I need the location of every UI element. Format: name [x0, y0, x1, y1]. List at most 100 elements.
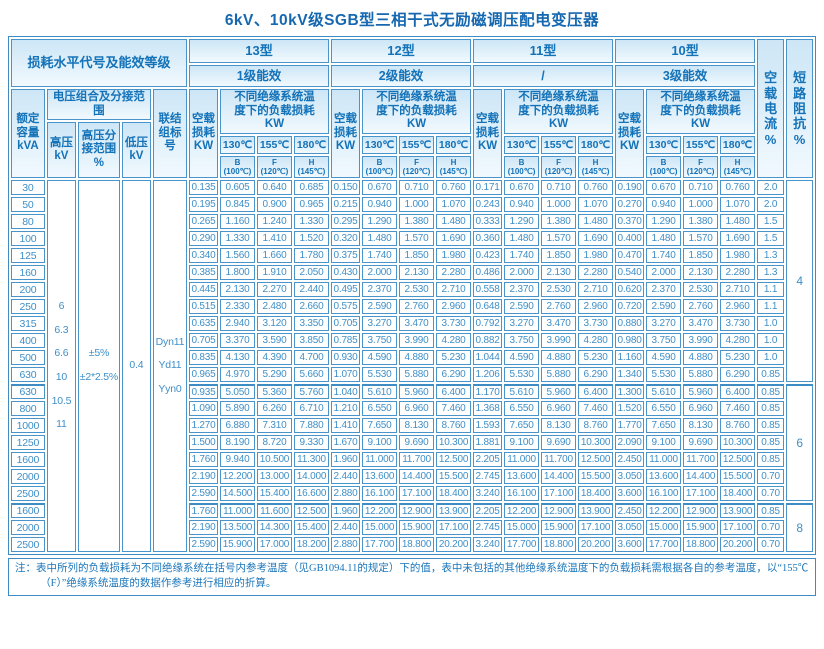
load-loss-155-cell: 0.710 [683, 180, 719, 196]
load-loss-155-cell: 5.290 [256, 367, 292, 383]
load-loss-155-cell: 1.570 [541, 231, 577, 247]
no-load-loss-cell: 1.960 [331, 452, 361, 468]
no-load-loss-cell: 2.205 [473, 503, 503, 519]
load-loss-155-cell: 0.640 [256, 180, 292, 196]
no-load-loss-cell: 0.705 [188, 333, 218, 349]
footnote-box: 注：表中所列的负载损耗为不同绝缘系统在括号内参考温度（见GB1094.11的规定… [8, 558, 816, 596]
load-loss-130-cell: 2.330 [219, 299, 255, 315]
load-loss-130-cell: 2.130 [219, 282, 255, 298]
load-loss-155-cell: 9.690 [683, 435, 719, 451]
table-row: 1600 1.760 9.940 10.500 11.300 1.960 11.000 11.… [10, 452, 813, 468]
load-loss-180-cell: 7.460 [436, 401, 472, 417]
no-load-loss-cell: 0.290 [188, 231, 218, 247]
load-loss-180-cell: 5.230 [578, 350, 614, 366]
load-loss-155-cell: 0.710 [541, 180, 577, 196]
table-row: 50 0.195 0.845 0.900 0.965 0.215 0.940 1.000 1.0… [10, 197, 813, 213]
no-load-loss-cell: 0.882 [473, 333, 503, 349]
load-loss-130-cell: 5.530 [504, 367, 540, 383]
load-loss-130-cell: 3.750 [504, 333, 540, 349]
no-load-loss-cell: 3.050 [615, 469, 645, 485]
load-loss-180-cell: 3.350 [293, 316, 330, 332]
no-load-loss-cell: 0.360 [473, 231, 503, 247]
hv-tap-cell: ±5% ±2*2.5% [77, 180, 120, 553]
load-loss-180-cell: 2.960 [720, 299, 756, 315]
load-loss-130-cell: 1.290 [504, 214, 540, 230]
load-loss-180-cell: 2.280 [578, 265, 614, 281]
no-load-loss-cell: 3.600 [615, 486, 645, 502]
load-loss-130-cell: 9.940 [219, 452, 255, 468]
load-loss-155-cell: 2.530 [399, 282, 435, 298]
load-loss-180-cell: 13.900 [436, 503, 472, 519]
load-loss-155-cell: 5.880 [541, 367, 577, 383]
load-loss-130-cell: 2.370 [362, 282, 398, 298]
no-load-loss-cell: 1.170 [473, 384, 503, 400]
no-load-loss-cell: 1.500 [188, 435, 218, 451]
load-loss-155-cell: 17.100 [399, 486, 435, 502]
load-loss-155-cell: 17.100 [683, 486, 719, 502]
no-load-loss-cell: 1.368 [473, 401, 503, 417]
load-loss-130-cell: 0.670 [646, 180, 682, 196]
no-load-loss-cell: 0.320 [331, 231, 361, 247]
rated-capacity-header: 额定 容量 kVA [10, 89, 45, 179]
load-loss-180-cell: 1.330 [293, 214, 330, 230]
efficiency-10-header: 3级能效 [615, 65, 756, 87]
load-loss-130-cell: 5.610 [362, 384, 398, 400]
short-circuit-impedance-header: 短路 阻抗 % [786, 39, 814, 179]
load-loss-130-cell: 0.940 [362, 197, 398, 213]
no-load-loss-cell: 0.295 [331, 214, 361, 230]
no-load-current-cell: 0.85 [757, 452, 785, 468]
load-loss-180-cell: 0.760 [578, 180, 614, 196]
no-load-loss-cell: 0.495 [331, 282, 361, 298]
temp-class-header: B (100℃) [219, 155, 255, 179]
no-load-current-cell: 0.85 [757, 503, 785, 519]
load-loss-130-cell: 3.270 [646, 316, 682, 332]
load-loss-130-cell: 11.000 [504, 452, 540, 468]
load-loss-180-cell: 10.300 [720, 435, 756, 451]
load-loss-155-cell: 2.530 [541, 282, 577, 298]
load-loss-180-cell: 15.500 [720, 469, 756, 485]
no-load-loss-cell: 0.486 [473, 265, 503, 281]
load-loss-155-cell: 14.300 [256, 520, 292, 536]
load-loss-130-cell: 4.590 [504, 350, 540, 366]
load-loss-header: 不同绝缘系统温 度下的负载损耗 KW [219, 89, 330, 134]
load-loss-155-cell: 1.850 [683, 248, 719, 264]
load-loss-180-cell: 7.460 [720, 401, 756, 417]
load-loss-180-cell: 6.400 [720, 384, 756, 400]
load-loss-130-cell: 14.500 [219, 486, 255, 502]
no-load-loss-cell: 0.423 [473, 248, 503, 264]
load-loss-155-cell: 2.760 [541, 299, 577, 315]
table-row: 1600 1.760 11.000 11.600 12.500 1.960 12.200 12… [10, 503, 814, 553]
load-loss-180-cell: 3.730 [436, 316, 472, 332]
temp-class-header: F (120℃) [399, 155, 435, 179]
no-load-loss-header: 空载 损耗 KW [188, 89, 218, 179]
load-loss-180-cell: 2.710 [436, 282, 472, 298]
no-load-loss-cell: 0.880 [615, 316, 645, 332]
temp-class-header: H (145℃) [436, 155, 472, 179]
no-load-loss-cell: 0.648 [473, 299, 503, 315]
no-load-loss-cell: 2.450 [615, 452, 645, 468]
no-load-loss-cell: 1.210 [331, 401, 361, 417]
load-loss-130-cell: 1.480 [646, 231, 682, 247]
no-load-loss-cell: 0.150 [331, 180, 361, 196]
load-loss-130-cell: 0.940 [504, 197, 540, 213]
load-loss-130-cell: 5.890 [219, 401, 255, 417]
load-loss-155-cell: 1.910 [256, 265, 292, 281]
no-load-current-cell: 1.1 [757, 299, 785, 315]
load-loss-155-cell: 1.240 [256, 214, 292, 230]
temp-header: 130℃ [219, 135, 255, 154]
rated-capacity-cell: 1600 [10, 503, 45, 519]
load-loss-155-cell: 15.400 [256, 486, 292, 502]
load-loss-130-cell: 4.130 [219, 350, 255, 366]
load-loss-155-cell: 1.000 [541, 197, 577, 213]
no-load-loss-cell: 0.171 [473, 180, 503, 196]
header-row-groups: 额定 容量 kVA 电压组合及分接范围 联结 组标 号 空载 损耗 KW 不同绝缘… [10, 89, 813, 179]
load-loss-155-cell: 8.720 [256, 435, 292, 451]
load-loss-155-cell: 5.960 [399, 384, 435, 400]
table-row: 160 0.385 1.800 1.910 2.050 0.430 2.000 2.130 2.… [10, 265, 813, 281]
no-load-current-header: 空载 电流 % [757, 39, 785, 179]
no-load-loss-cell: 0.385 [188, 265, 218, 281]
load-loss-180-cell: 8.760 [720, 418, 756, 434]
temp-header: 180℃ [578, 135, 614, 154]
load-loss-180-cell: 0.685 [293, 180, 330, 196]
load-loss-180-cell: 2.280 [720, 265, 756, 281]
